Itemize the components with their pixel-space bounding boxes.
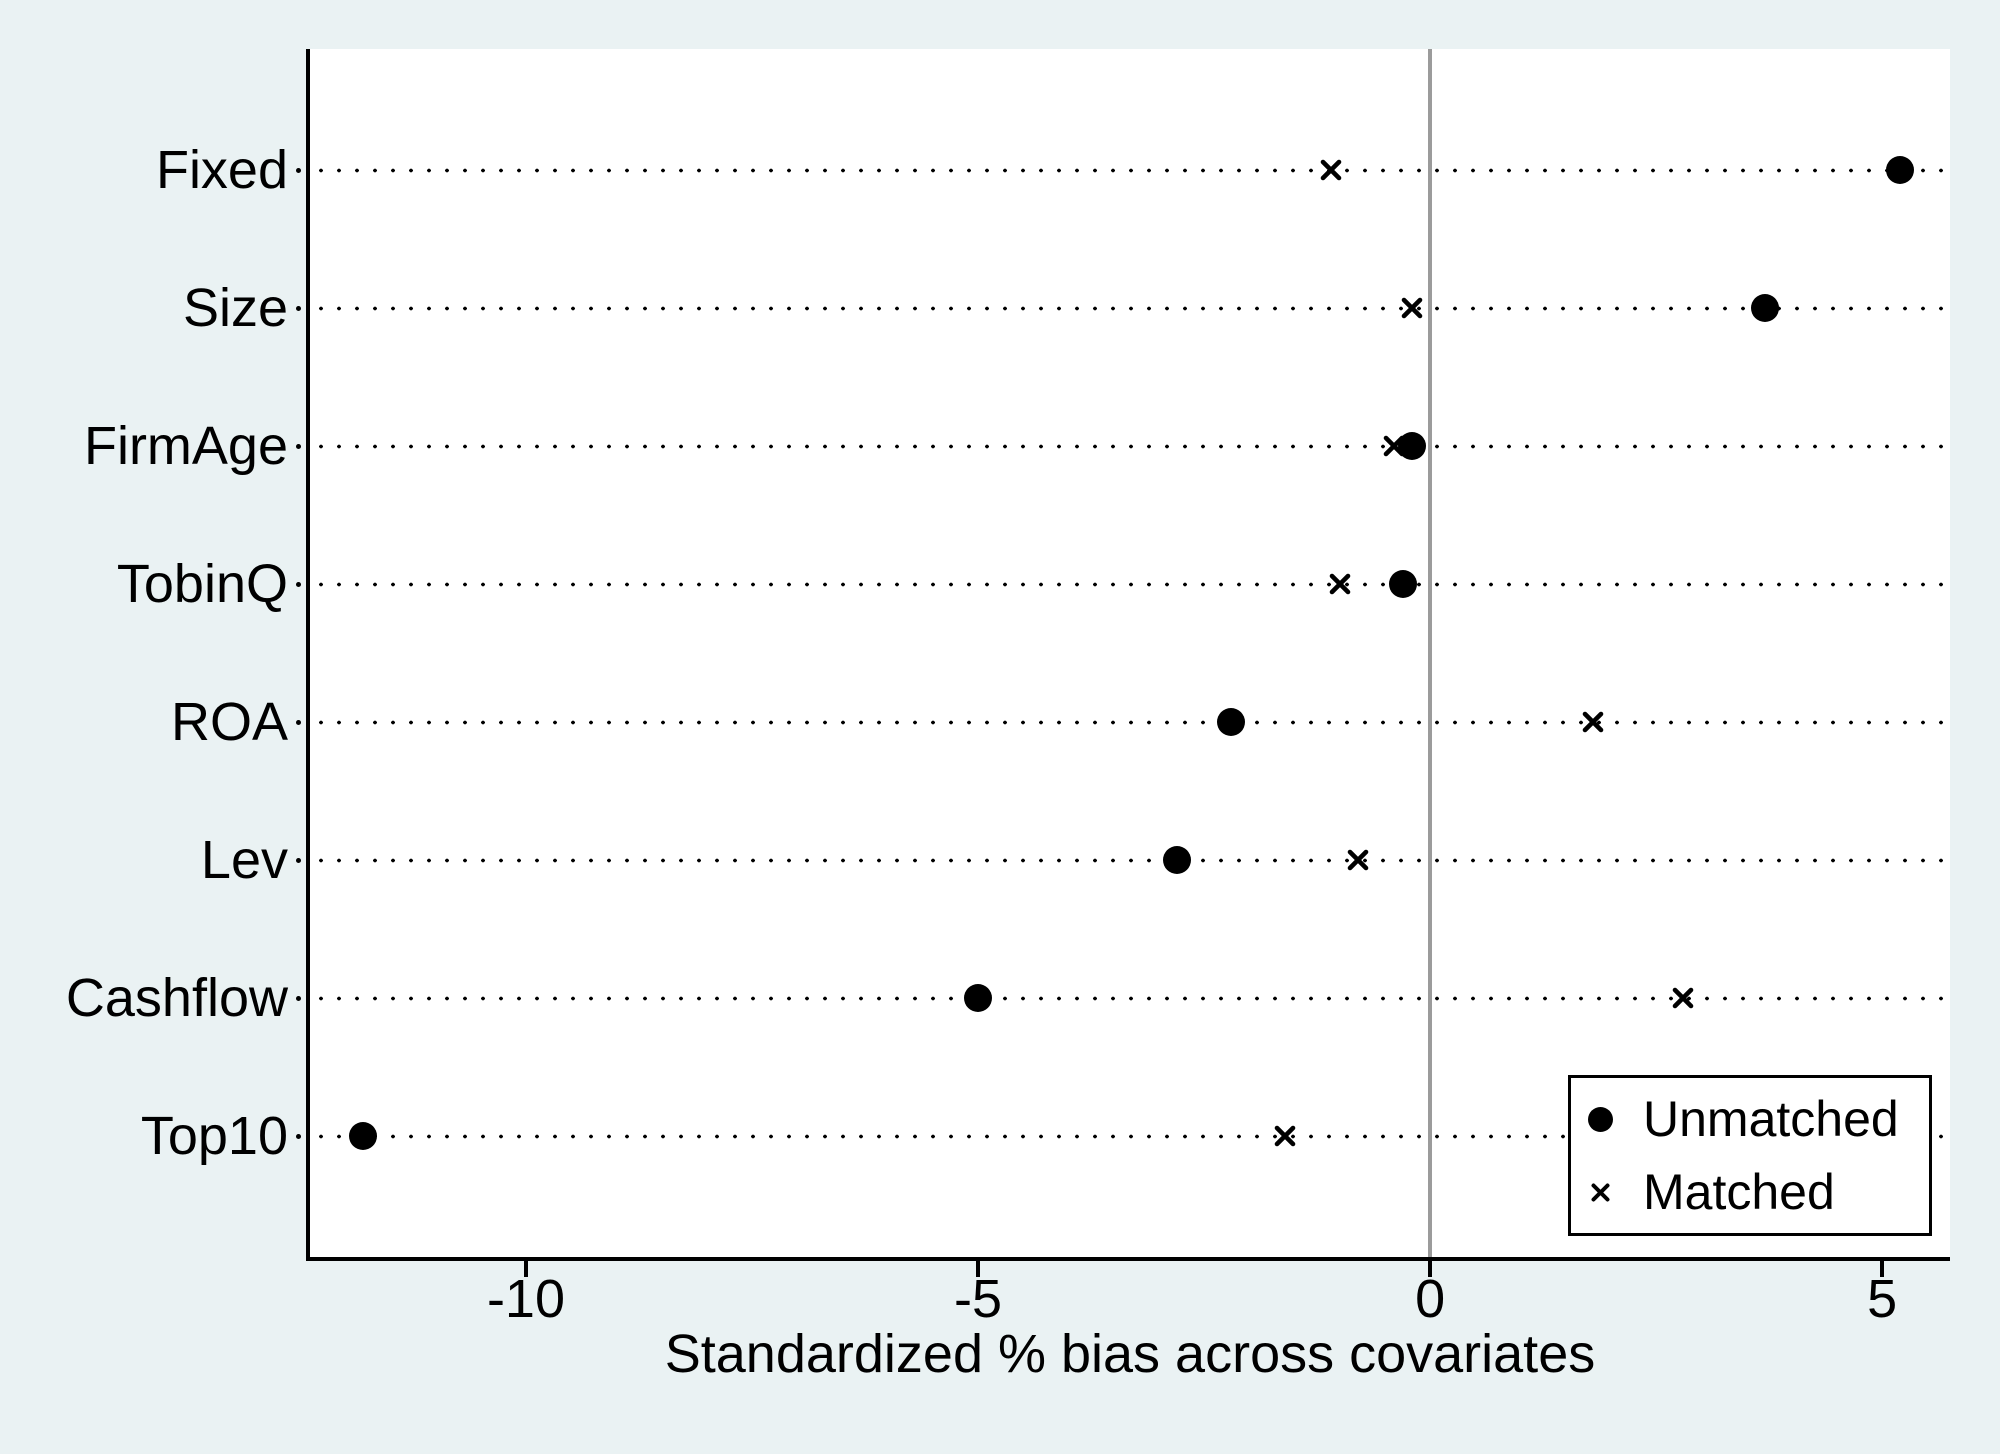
unmatched-marker <box>1886 156 1915 184</box>
legend: Unmatched Matched <box>1568 1075 1932 1236</box>
matched-marker <box>1329 573 1351 595</box>
zero-reference-line <box>1428 49 1433 1257</box>
category-label-firmage: FirmAge <box>83 416 288 476</box>
matched-marker <box>1582 711 1604 733</box>
plot-area <box>309 49 1950 1257</box>
y-axis-line <box>306 49 310 1261</box>
unmatched-marker <box>1162 846 1191 874</box>
dotted-row-line <box>312 443 1948 449</box>
category-label-size: Size <box>182 278 288 338</box>
x-tick <box>1880 1261 1885 1277</box>
x-tick <box>976 1261 981 1277</box>
y-tick-dot <box>296 995 301 1001</box>
dotted-row-line <box>312 857 1948 863</box>
legend-label-matched: Matched <box>1643 1164 1835 1220</box>
matched-marker <box>1347 849 1369 871</box>
category-label-roa: ROA <box>170 692 288 752</box>
y-tick-dot <box>296 443 301 449</box>
x-axis-title: Standardized % bias across covariates <box>664 1324 1596 1384</box>
matched-marker <box>1320 159 1342 181</box>
y-tick-dot <box>296 305 301 311</box>
y-tick-dot <box>296 719 301 725</box>
x-tick-label: -5 <box>954 1269 1003 1329</box>
dotted-row-line <box>312 1133 1948 1139</box>
legend-label-unmatched: Unmatched <box>1643 1091 1899 1147</box>
unmatched-marker <box>349 1122 378 1150</box>
y-tick-dot <box>296 1133 301 1139</box>
dotted-row-line <box>312 719 1948 725</box>
y-tick-dot <box>296 167 301 173</box>
matched-marker <box>1401 297 1423 319</box>
dotted-row-line <box>312 167 1948 173</box>
matched-marker <box>1383 435 1405 457</box>
unmatched-marker <box>1217 708 1246 736</box>
legend-item-unmatched: Unmatched <box>1571 1083 1929 1156</box>
y-tick-dot <box>296 857 301 863</box>
category-label-top10: Top10 <box>140 1106 288 1166</box>
x-tick-label: 5 <box>1867 1269 1898 1329</box>
y-tick-dot <box>296 581 301 587</box>
unmatched-marker <box>964 984 993 1012</box>
category-label-fixed: Fixed <box>155 140 288 200</box>
unmatched-marker <box>1750 294 1779 322</box>
dotted-row-line <box>312 305 1948 311</box>
category-label-tobinq: TobinQ <box>116 554 288 614</box>
matched-x-icon <box>1571 1183 1629 1202</box>
matched-marker <box>1672 987 1694 1009</box>
x-tick <box>523 1261 528 1277</box>
category-label-lev: Lev <box>200 830 288 890</box>
unmatched-marker <box>1389 570 1417 598</box>
dotted-row-line <box>312 581 1948 587</box>
x-tick <box>1428 1261 1433 1277</box>
category-label-cashflow: Cashflow <box>65 968 288 1028</box>
x-tick-label: -10 <box>486 1269 565 1329</box>
dotted-row-line <box>312 995 1948 1001</box>
x-axis-line <box>306 1257 1950 1261</box>
legend-item-matched: Matched <box>1571 1156 1929 1229</box>
unmatched-circle-icon <box>1571 1106 1629 1132</box>
x-tick-label: 0 <box>1415 1269 1446 1329</box>
matched-marker <box>1274 1125 1296 1147</box>
